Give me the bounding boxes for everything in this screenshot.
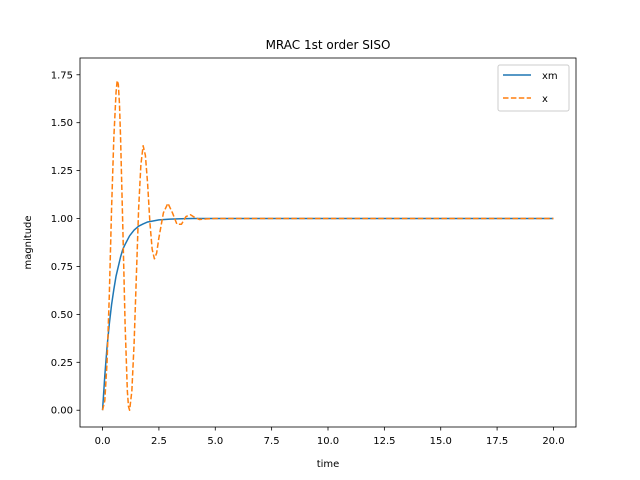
axes-frame	[79, 57, 577, 428]
x-tick-label: 17.5	[486, 436, 508, 447]
y-tick-label: 1.50	[51, 118, 73, 129]
x-axis-label: time	[317, 459, 340, 470]
series-line-x	[101, 79, 554, 411]
y-tick-label: 1.00	[51, 214, 73, 225]
y-tick-label: 0.75	[51, 262, 73, 273]
legend-box	[497, 64, 570, 112]
x-tick-label: 20.0	[542, 436, 564, 447]
x-tick-label: 10.0	[317, 436, 339, 447]
legend-label-x: x	[542, 94, 548, 105]
x-tick-label: 7.5	[264, 436, 280, 447]
series-line-xm	[101, 217, 554, 411]
x-axis: 0.0 2.5 5.0 7.5 10.0 12.5 15.0 17.5 20.0	[95, 427, 565, 447]
plot-area	[101, 79, 554, 411]
y-tick-label: 0.25	[51, 358, 73, 369]
y-tick-label: 1.75	[51, 70, 73, 81]
x-tick-label: 5.0	[207, 436, 223, 447]
x-tick-label: 12.5	[373, 436, 395, 447]
y-tick-label: 0.00	[51, 406, 73, 417]
x-tick-label: 0.0	[95, 436, 111, 447]
y-tick-label: 1.25	[51, 166, 73, 177]
chart-title: MRAC 1st order SISO	[266, 38, 391, 52]
y-axis: 0.00 0.25 0.50 0.75 1.00 1.25 1.50 1.75	[51, 70, 80, 417]
legend: xm x	[497, 64, 570, 112]
x-tick-label: 15.0	[430, 436, 452, 447]
y-axis-label: magnitude	[23, 215, 34, 269]
legend-label-xm: xm	[542, 71, 558, 82]
y-tick-label: 0.50	[51, 310, 73, 321]
x-tick-label: 2.5	[151, 436, 167, 447]
